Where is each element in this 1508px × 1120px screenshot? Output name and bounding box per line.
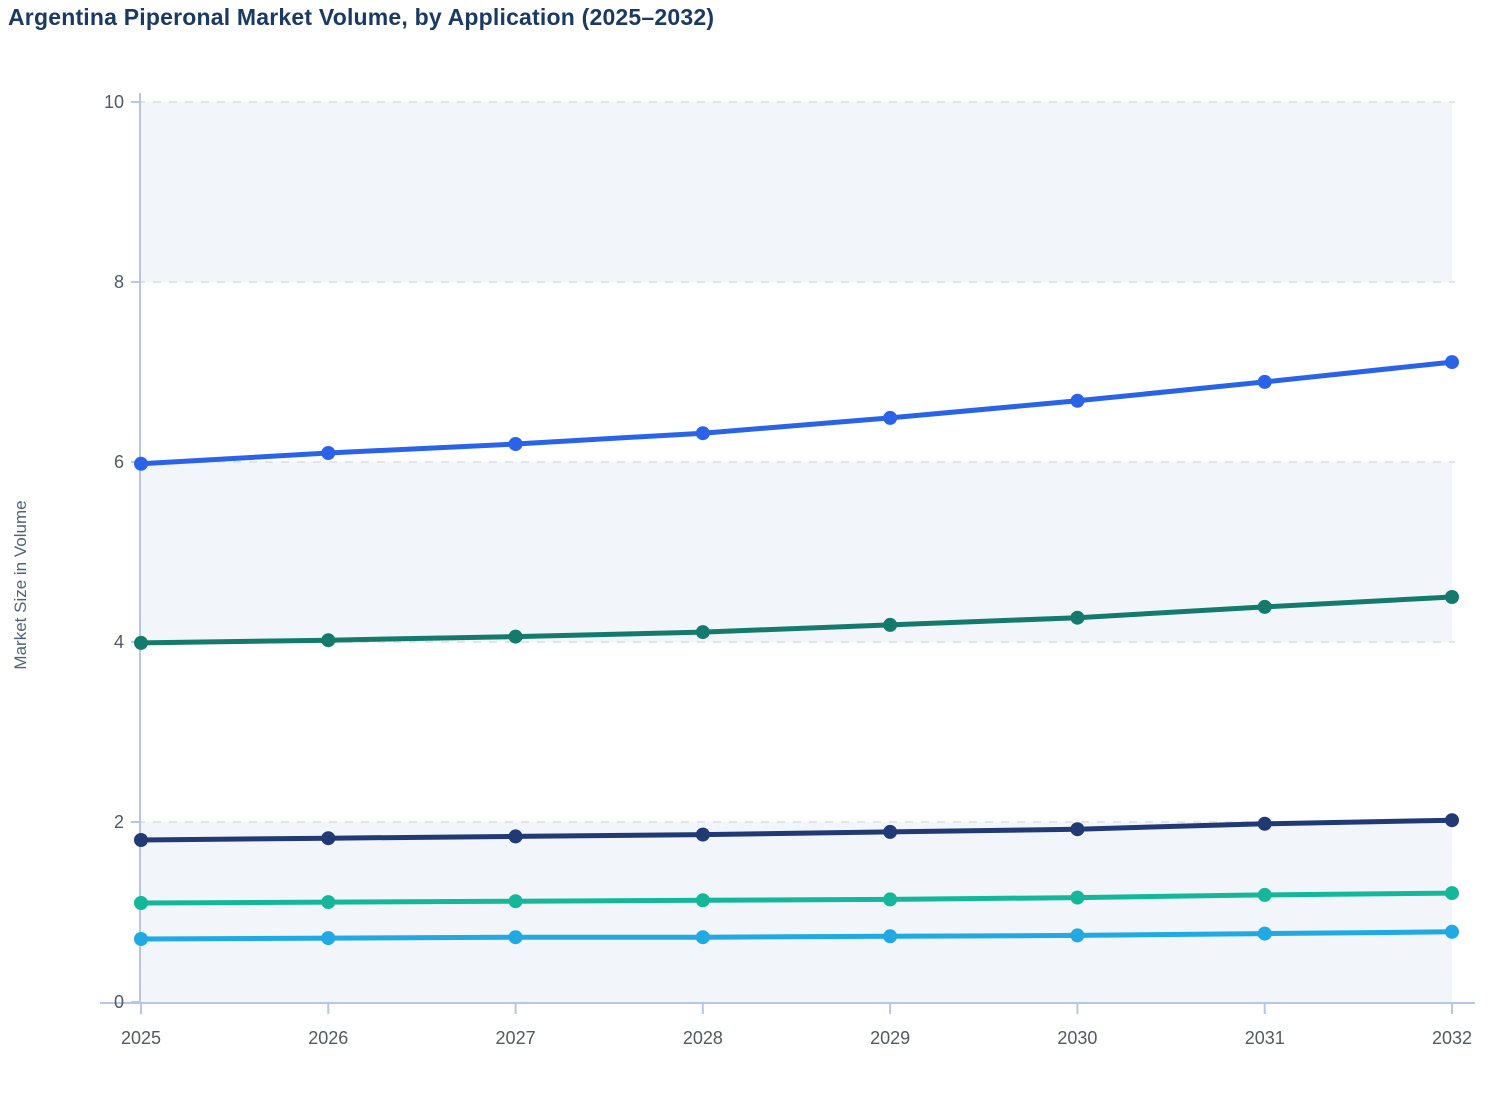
y-tick-label: 10 [104, 92, 124, 112]
series-3-navy-point [508, 829, 523, 844]
series-5-cyan-point [134, 932, 148, 946]
series-4-mint-line [138, 890, 1455, 906]
x-tick-label: 2031 [1245, 1028, 1285, 1048]
series-2-dark-teal-point [1070, 610, 1085, 625]
y-tick-label: 2 [114, 812, 124, 832]
series-2-dark-teal-line [138, 594, 1455, 646]
x-tick-label: 2026 [308, 1028, 348, 1048]
series-4-mint-point [1257, 887, 1272, 902]
series-4-mint-point [883, 892, 898, 907]
series-5-cyan-point [321, 931, 336, 946]
series-3-navy-point [695, 827, 710, 842]
series-3-navy-point [1070, 822, 1085, 837]
series-3-navy-point [134, 833, 148, 847]
series-5-cyan-line [138, 929, 1455, 942]
series-2-dark-teal-point [508, 629, 523, 644]
series-5-cyan-point [1070, 928, 1085, 943]
series-5-cyan-point [883, 929, 898, 944]
y-tick-label: 8 [114, 272, 124, 292]
series-1-blue-point [1257, 374, 1272, 389]
x-tick-label: 2025 [121, 1028, 161, 1048]
series-3-navy-point [1257, 816, 1272, 831]
plot-band [141, 102, 1452, 282]
series-5-cyan-point [695, 930, 710, 945]
series-3-navy-point [1445, 813, 1459, 828]
page-title: Argentina Piperonal Market Volume, by Ap… [8, 4, 715, 30]
series-4-mint-point [508, 894, 523, 909]
series-1-blue-point [883, 410, 898, 425]
series-1-blue-point [321, 446, 336, 460]
series-2-dark-teal-point [695, 625, 710, 640]
x-tick-label: 2029 [870, 1028, 910, 1048]
series-1-blue-point [695, 426, 710, 441]
series-1-blue-point [508, 437, 523, 451]
series-4-mint-point [1070, 890, 1085, 905]
y-tick-label: 4 [114, 632, 124, 652]
y-tick-label: 0 [114, 992, 124, 1012]
series-5-cyan-point [1257, 926, 1272, 941]
series-1-blue-point [134, 456, 148, 471]
series-2-dark-teal-point [1257, 599, 1272, 614]
series-4-mint-point [321, 895, 336, 910]
y-tick-label: 6 [114, 452, 124, 472]
series-3-navy-line [138, 817, 1455, 843]
series-5-cyan-point [1445, 924, 1459, 939]
series-3-navy-point [321, 831, 336, 846]
series-1-blue-point [1445, 355, 1459, 370]
series-2-dark-teal-point [883, 617, 898, 632]
series-5-cyan-point [508, 930, 523, 945]
series-2-dark-teal-point [1445, 590, 1459, 604]
series-4-mint-point [695, 893, 710, 908]
series-1-blue-point [1070, 393, 1085, 408]
series-4-mint-point [1445, 886, 1459, 901]
series-2-dark-teal-point [321, 633, 336, 648]
series-3-navy-point [883, 824, 898, 839]
series-4-mint-point [134, 896, 148, 910]
plot-band [141, 822, 1452, 1002]
x-tick-label: 2030 [1057, 1028, 1097, 1048]
plot-band [141, 462, 1452, 642]
x-tick-label: 2028 [683, 1028, 723, 1048]
x-tick-label: 2027 [496, 1028, 536, 1048]
series-1-blue-line [138, 359, 1455, 467]
series-2-dark-teal-point [134, 635, 148, 650]
x-tick-label: 2032 [1432, 1028, 1472, 1048]
